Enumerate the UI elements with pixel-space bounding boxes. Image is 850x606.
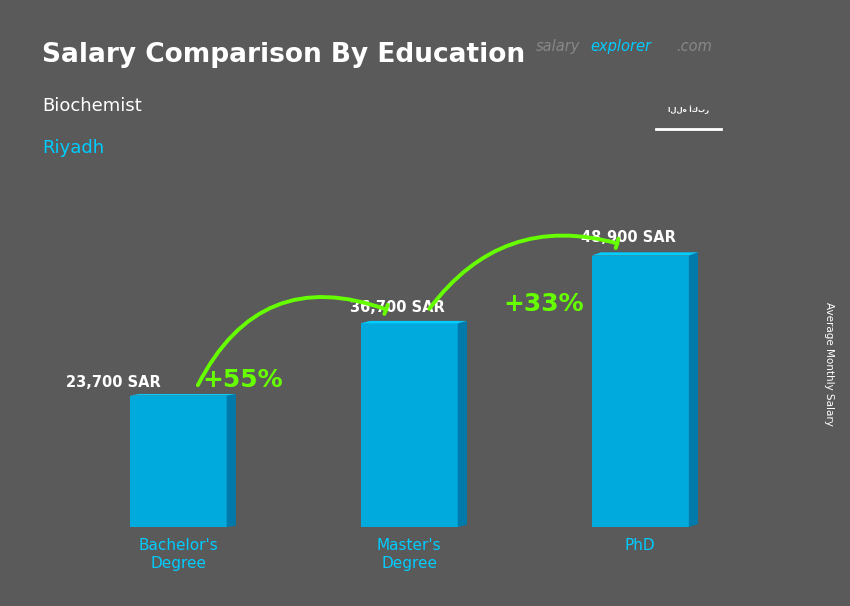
Bar [129,396,227,527]
Text: +33%: +33% [503,293,584,316]
Polygon shape [360,321,467,324]
Bar [360,324,457,527]
Text: 48,900 SAR: 48,900 SAR [581,230,676,245]
Text: +55%: +55% [202,368,283,393]
Bar [592,256,688,527]
Polygon shape [688,252,698,527]
Text: Salary Comparison By Education: Salary Comparison By Education [42,42,525,68]
Polygon shape [129,394,235,396]
Text: Biochemist: Biochemist [42,97,142,115]
Polygon shape [227,394,235,527]
Text: salary: salary [536,39,580,55]
Text: explorer: explorer [591,39,652,55]
Polygon shape [457,321,467,527]
Text: .com: .com [676,39,711,55]
Text: Average Monthly Salary: Average Monthly Salary [824,302,834,425]
Text: 23,700 SAR: 23,700 SAR [66,375,161,390]
Text: Riyadh: Riyadh [42,139,105,158]
Polygon shape [592,252,698,256]
Text: 36,700 SAR: 36,700 SAR [350,300,445,315]
Text: الله أكبر: الله أكبر [668,105,709,114]
